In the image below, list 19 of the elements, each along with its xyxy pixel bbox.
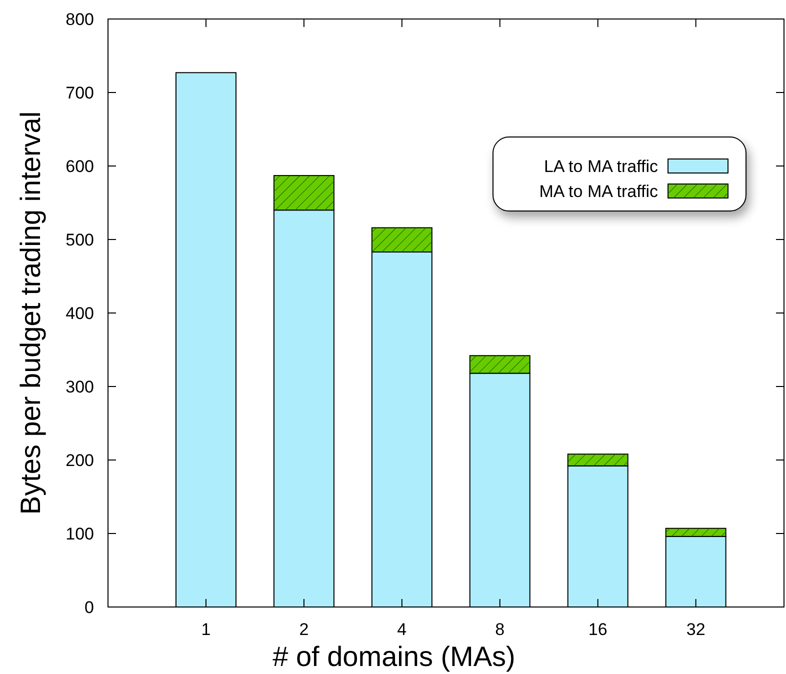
y-tick-label: 200 <box>66 450 94 470</box>
x-tick-label: 16 <box>588 620 608 639</box>
x-tick-label: 32 <box>686 620 706 639</box>
y-tick-label: 300 <box>66 377 94 396</box>
x-tick-label: 1 <box>201 620 211 639</box>
y-tick-label: 700 <box>66 83 94 102</box>
x-axis-title: # of domains (MAs) <box>272 641 516 672</box>
x-tick-label: 4 <box>397 620 407 639</box>
y-tick-label: 100 <box>66 524 94 544</box>
legend-label: LA to MA traffic <box>544 156 658 176</box>
y-tick-label: 800 <box>66 10 94 29</box>
y-axis-title: Bytes per budget trading interval <box>15 111 46 515</box>
y-tick-label: 500 <box>66 230 94 250</box>
y-tick-label: 600 <box>66 156 94 176</box>
x-tick-label: 8 <box>495 620 505 639</box>
x-tick-label: 2 <box>299 620 309 639</box>
y-tick-label: 0 <box>84 598 94 617</box>
legend-label: MA to MA traffic <box>539 182 658 201</box>
y-tick-label: 400 <box>66 304 94 323</box>
